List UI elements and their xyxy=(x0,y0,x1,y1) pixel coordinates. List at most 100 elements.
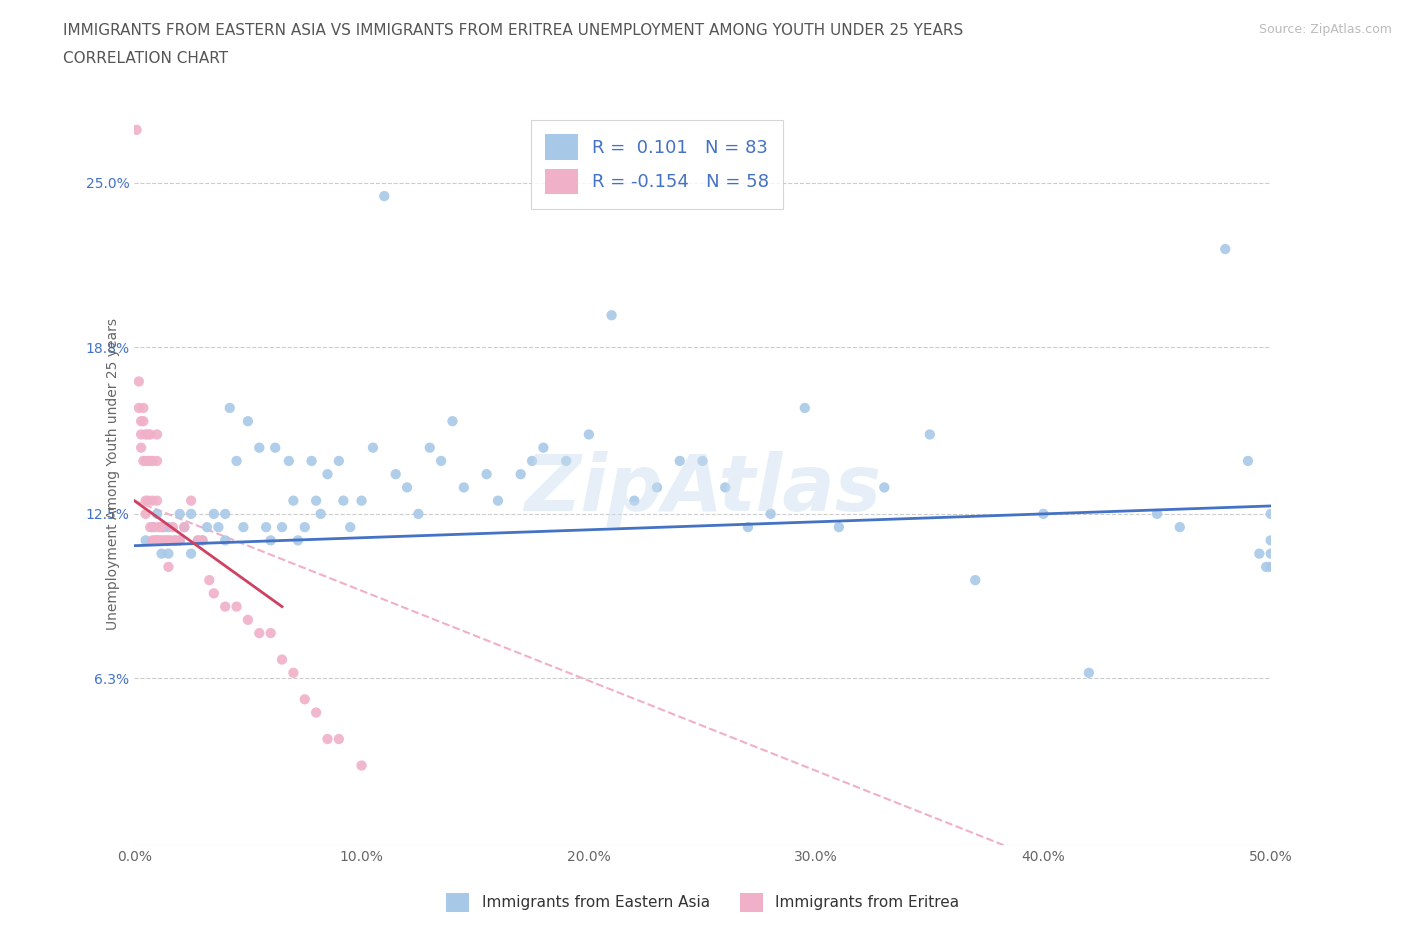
Point xyxy=(236,613,259,628)
Point xyxy=(157,533,180,548)
Point xyxy=(271,520,294,535)
Point xyxy=(136,427,159,442)
Point xyxy=(225,599,247,614)
Point xyxy=(350,758,373,773)
Point xyxy=(328,732,350,747)
Point xyxy=(128,401,150,416)
Point xyxy=(225,454,247,469)
Point xyxy=(486,493,509,508)
Point xyxy=(139,520,162,535)
Point xyxy=(531,440,554,455)
Point xyxy=(1237,454,1260,469)
Text: IMMIGRANTS FROM EASTERN ASIA VS IMMIGRANTS FROM ERITREA UNEMPLOYMENT AMONG YOUTH: IMMIGRANTS FROM EASTERN ASIA VS IMMIGRAN… xyxy=(63,23,963,38)
Point xyxy=(1260,560,1282,575)
Point xyxy=(141,520,163,535)
Point xyxy=(668,454,690,469)
Point xyxy=(125,123,148,138)
Point xyxy=(146,533,169,548)
Point xyxy=(202,586,225,601)
Point xyxy=(361,440,384,455)
Point xyxy=(271,652,294,667)
Text: ZipAtlas: ZipAtlas xyxy=(524,451,882,527)
Point xyxy=(136,454,159,469)
Point xyxy=(236,414,259,429)
Point xyxy=(218,401,240,416)
Point xyxy=(759,507,782,522)
Point xyxy=(1260,546,1282,561)
Point xyxy=(277,454,299,469)
Point xyxy=(692,454,714,469)
Point xyxy=(260,626,283,641)
Point xyxy=(214,599,236,614)
Point xyxy=(260,533,283,548)
Point xyxy=(254,520,277,535)
Point xyxy=(135,493,157,508)
Point xyxy=(301,454,323,469)
Point xyxy=(430,454,453,469)
Point xyxy=(305,493,328,508)
Point xyxy=(316,467,339,482)
Point xyxy=(157,520,180,535)
Point xyxy=(453,480,475,495)
Point xyxy=(408,507,430,522)
Point xyxy=(339,520,361,535)
Point xyxy=(1077,665,1099,680)
Point xyxy=(153,533,176,548)
Point xyxy=(828,520,851,535)
Point xyxy=(187,533,209,548)
Point xyxy=(180,546,202,561)
Point xyxy=(1260,533,1282,548)
Point xyxy=(129,440,152,455)
Point xyxy=(141,533,163,548)
Point xyxy=(714,480,737,495)
Point xyxy=(207,520,229,535)
Point xyxy=(287,533,309,548)
Point xyxy=(1032,507,1054,522)
Point xyxy=(520,454,543,469)
Point xyxy=(793,401,815,416)
Point xyxy=(146,427,169,442)
Point xyxy=(135,533,157,548)
Point xyxy=(305,705,328,720)
Point xyxy=(141,454,163,469)
Point xyxy=(180,493,202,508)
Point xyxy=(141,493,163,508)
Point xyxy=(135,507,157,522)
Point xyxy=(165,533,187,548)
Point xyxy=(129,427,152,442)
Point xyxy=(283,493,305,508)
Point xyxy=(135,427,157,442)
Point xyxy=(623,493,645,508)
Point xyxy=(578,427,600,442)
Point xyxy=(135,454,157,469)
Point xyxy=(328,454,350,469)
Point xyxy=(132,414,155,429)
Point xyxy=(139,427,162,442)
Point xyxy=(373,189,395,204)
Text: Source: ZipAtlas.com: Source: ZipAtlas.com xyxy=(1258,23,1392,36)
Point xyxy=(873,480,896,495)
Point xyxy=(157,560,180,575)
Point xyxy=(1213,242,1236,257)
Point xyxy=(136,493,159,508)
Point xyxy=(162,520,184,535)
Point xyxy=(191,533,214,548)
Point xyxy=(1260,507,1282,522)
Point xyxy=(1146,507,1168,522)
Point xyxy=(441,414,464,429)
Point xyxy=(148,533,170,548)
Y-axis label: Unemployment Among Youth under 25 years: Unemployment Among Youth under 25 years xyxy=(107,318,121,631)
Point xyxy=(150,520,173,535)
Point xyxy=(150,546,173,561)
Point xyxy=(294,520,316,535)
Point xyxy=(191,533,214,548)
Point xyxy=(198,573,221,588)
Point xyxy=(146,533,169,548)
Point xyxy=(316,732,339,747)
Point xyxy=(146,493,169,508)
Point xyxy=(965,573,987,588)
Point xyxy=(143,520,166,535)
Point xyxy=(395,480,418,495)
Point xyxy=(1256,560,1278,575)
Point xyxy=(737,520,759,535)
